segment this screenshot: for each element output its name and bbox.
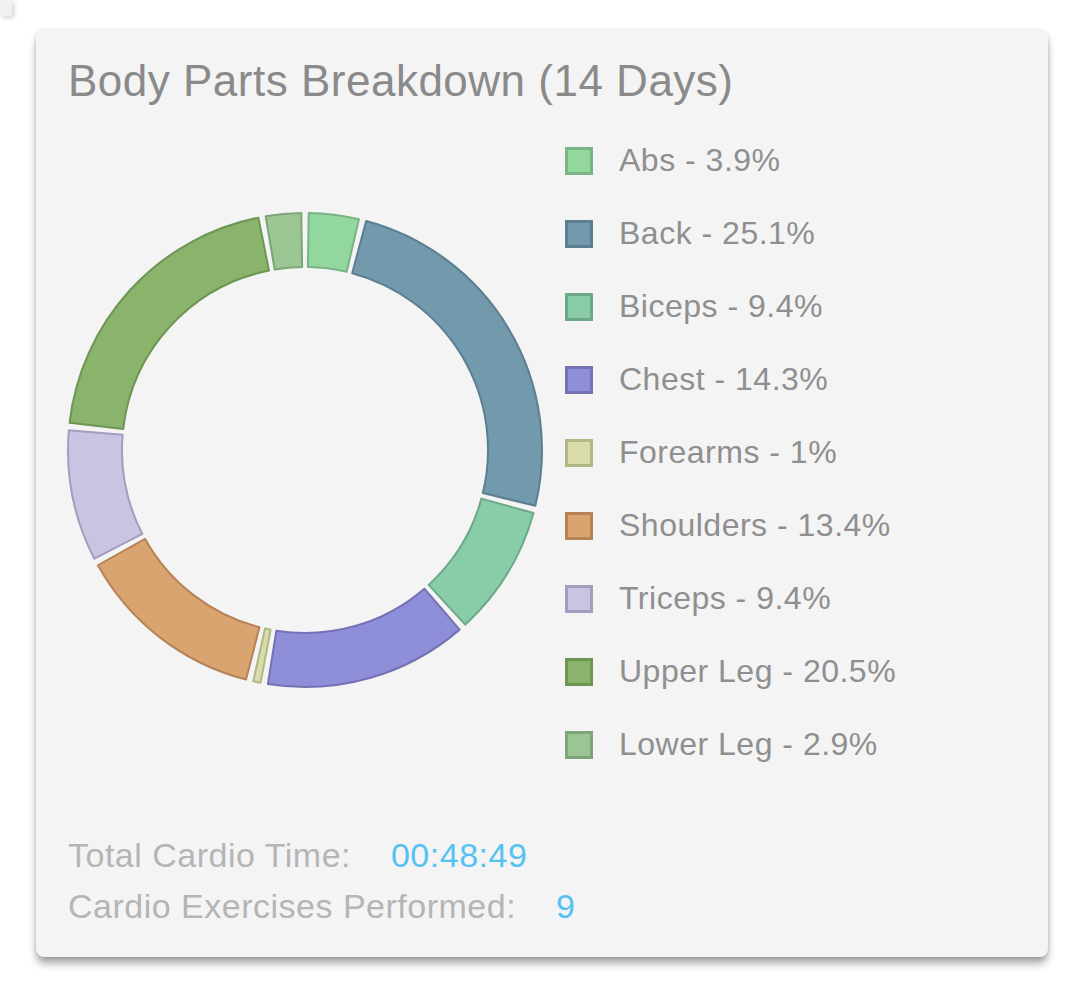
chart-legend: Abs - 3.9% Back - 25.1% Biceps - 9.4% Ch… [565, 138, 896, 795]
legend-label: Biceps - 9.4% [619, 288, 823, 325]
legend-item-biceps[interactable]: Biceps - 9.4% [565, 284, 896, 329]
legend-item-back[interactable]: Back - 25.1% [565, 211, 896, 256]
legend-label: Lower Leg - 2.9% [619, 726, 878, 763]
page: Body Parts Breakdown (14 Days) Abs - 3.9… [0, 0, 1080, 992]
cardio-exercises-row: Cardio Exercises Performed: 9 [68, 881, 575, 932]
legend-label: Forearms - 1% [619, 434, 837, 471]
donut-segment-back[interactable] [352, 221, 542, 506]
legend-item-forearms[interactable]: Forearms - 1% [565, 430, 896, 475]
cardio-exercises-value: 9 [556, 887, 575, 925]
cardio-stats: Total Cardio Time: 00:48:49 Cardio Exerc… [68, 830, 575, 932]
legend-item-lower-leg[interactable]: Lower Leg - 2.9% [565, 722, 896, 767]
legend-item-triceps[interactable]: Triceps - 9.4% [565, 576, 896, 621]
legend-swatch [565, 439, 593, 467]
body-parts-breakdown-card: Body Parts Breakdown (14 Days) Abs - 3.9… [36, 30, 1048, 957]
legend-swatch [565, 147, 593, 175]
legend-swatch [565, 658, 593, 686]
donut-segment-lower-leg[interactable] [266, 213, 302, 270]
donut-segment-biceps[interactable] [429, 499, 534, 625]
legend-label: Triceps - 9.4% [619, 580, 831, 617]
total-cardio-time-label: Total Cardio Time: [68, 836, 351, 874]
legend-label: Back - 25.1% [619, 215, 815, 252]
legend-item-shoulders[interactable]: Shoulders - 13.4% [565, 503, 896, 548]
legend-label: Upper Leg - 20.5% [619, 653, 896, 690]
donut-segment-chest[interactable] [268, 589, 460, 687]
donut-segment-triceps[interactable] [68, 430, 142, 558]
donut-segment-upper-leg[interactable] [70, 218, 269, 429]
legend-label: Abs - 3.9% [619, 142, 781, 179]
legend-swatch [565, 220, 593, 248]
donut-segment-abs[interactable] [308, 213, 359, 272]
legend-item-chest[interactable]: Chest - 14.3% [565, 357, 896, 402]
cardio-exercises-label: Cardio Exercises Performed: [68, 887, 516, 925]
card-title: Body Parts Breakdown (14 Days) [68, 56, 734, 106]
legend-label: Chest - 14.3% [619, 361, 828, 398]
legend-item-abs[interactable]: Abs - 3.9% [565, 138, 896, 183]
donut-chart [60, 205, 550, 695]
legend-swatch [565, 512, 593, 540]
total-cardio-time-row: Total Cardio Time: 00:48:49 [68, 830, 575, 881]
donut-segment-shoulders[interactable] [98, 539, 260, 680]
total-cardio-time-value: 00:48:49 [391, 836, 527, 874]
adjacent-card-fragment [0, 0, 12, 16]
legend-item-upper-leg[interactable]: Upper Leg - 20.5% [565, 649, 896, 694]
legend-swatch [565, 731, 593, 759]
legend-label: Shoulders - 13.4% [619, 507, 891, 544]
legend-swatch [565, 585, 593, 613]
donut-chart-area [60, 205, 550, 695]
legend-swatch [565, 293, 593, 321]
legend-swatch [565, 366, 593, 394]
